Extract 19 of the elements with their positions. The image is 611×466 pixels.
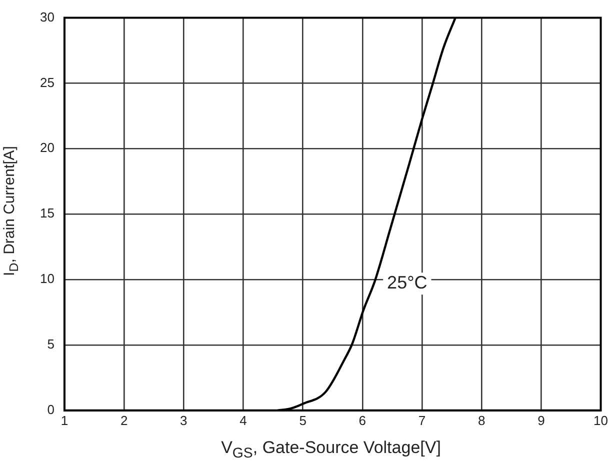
x-tick-label: 4 bbox=[240, 412, 247, 428]
x-tick-label: 1 bbox=[60, 412, 68, 428]
y-tick-label: 0 bbox=[47, 402, 54, 417]
x-tick-label: 9 bbox=[538, 412, 545, 428]
x-tick-label: 6 bbox=[358, 412, 366, 428]
x-axis-title: V$_{GS}$, Gate-Source Voltage[V] bbox=[220, 438, 442, 462]
y-tick-label: 20 bbox=[40, 140, 54, 156]
x-tick-label: 5 bbox=[299, 412, 306, 428]
y-tick-label: 10 bbox=[40, 271, 54, 286]
x-tick-label: 2 bbox=[120, 412, 128, 428]
x-tick-label: 8 bbox=[478, 412, 486, 428]
y-tick-label: 15 bbox=[40, 206, 54, 221]
x-tick-label: 7 bbox=[418, 412, 426, 428]
y-tick-label: 5 bbox=[47, 336, 54, 352]
y-tick-label: 25 bbox=[40, 74, 54, 90]
x-tick-label: 10 bbox=[594, 412, 608, 428]
y-tick-label: 30 bbox=[40, 9, 54, 24]
x-tick-label: 3 bbox=[180, 412, 188, 428]
annotation: 25°C bbox=[387, 272, 428, 293]
